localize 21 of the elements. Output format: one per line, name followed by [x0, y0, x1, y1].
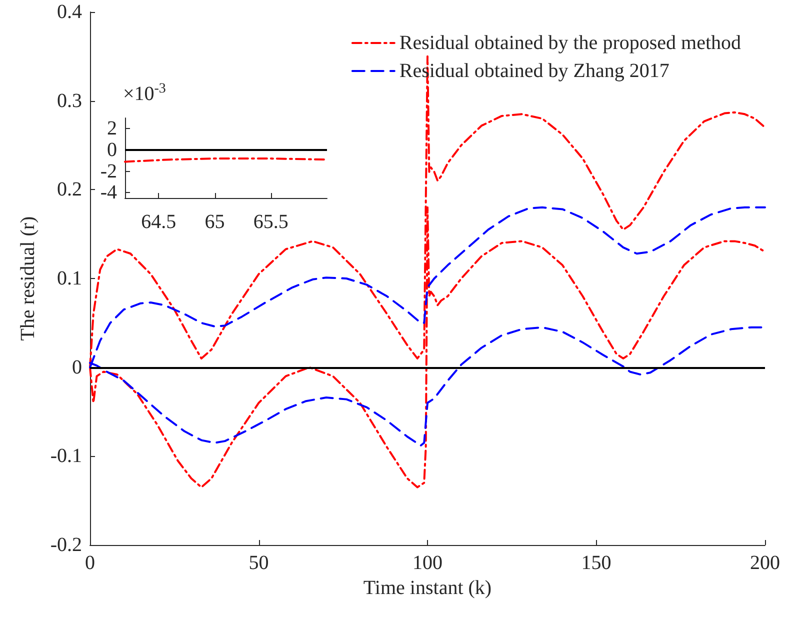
x-tick-label: 65	[204, 211, 225, 233]
y-tick-label: -2	[100, 160, 117, 182]
y-tick-label: 0.3	[57, 90, 82, 112]
x-tick-label: 150	[581, 552, 612, 574]
y-tick-label: 0	[72, 356, 82, 378]
y-tick-label: 0.1	[57, 268, 82, 290]
y-tick-label: 2	[107, 118, 117, 140]
y-tick-label: 0	[107, 139, 117, 161]
x-tick-label: 200	[750, 552, 780, 574]
x-tick-label: 64.5	[141, 211, 176, 233]
y-tick-label: 0.4	[57, 1, 82, 23]
x-tick-label: 50	[248, 552, 269, 574]
y-tick-label: -0.1	[50, 445, 82, 468]
y-tick-label: 0.2	[57, 178, 82, 201]
y-tick-label: -0.2	[50, 534, 82, 556]
x-tick-label: 100	[412, 552, 442, 574]
y-tick-label: -4	[100, 182, 117, 204]
legend-label: Residual obtained by the proposed method	[399, 32, 742, 54]
y-axis-title: The residual (r)	[17, 216, 39, 341]
x-tick-label: 65.5	[253, 211, 288, 233]
x-axis-title: Time instant (k)	[363, 576, 492, 599]
